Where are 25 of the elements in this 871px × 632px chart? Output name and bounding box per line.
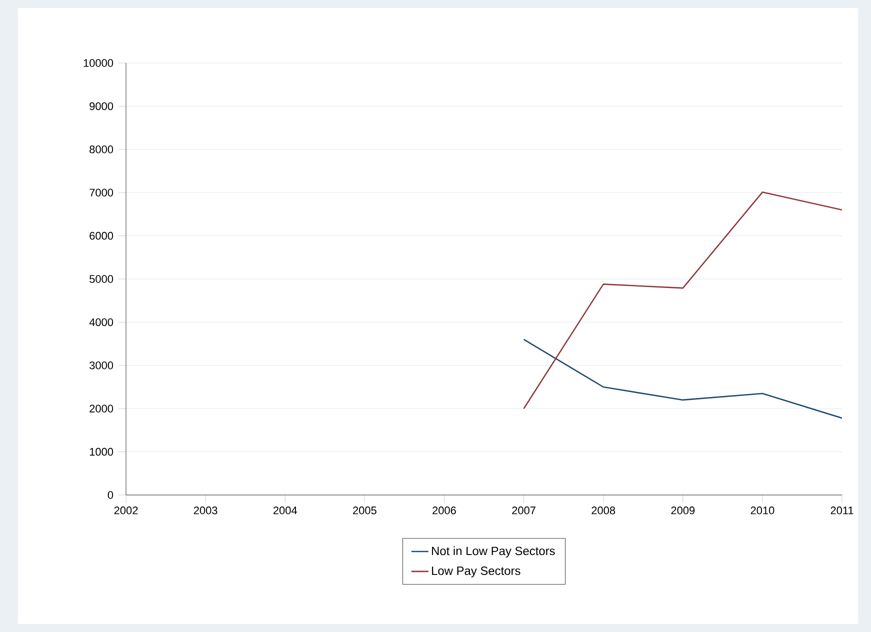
x-tick-label: 2005	[353, 506, 376, 514]
legend-label: Not in Low Pay Sectors	[432, 546, 555, 558]
line-series	[523, 338, 842, 419]
y-tick-label: 1000	[90, 448, 114, 456]
x-tick-label: 2008	[592, 506, 616, 514]
x-tick-label: 2009	[671, 506, 695, 514]
y-tick-label: 4000	[89, 318, 114, 326]
x-tick-label: 2004	[273, 506, 297, 514]
x-tick-label: 2003	[194, 506, 218, 514]
x-tick-label: 2007	[512, 506, 536, 514]
line-series	[523, 192, 842, 410]
x-tick-label: 2010	[750, 506, 774, 514]
y-tick-label: 0	[108, 491, 114, 499]
y-tick-label: 6000	[90, 232, 114, 240]
x-tick-label: 2011	[830, 506, 854, 514]
legend-label: Low Pay Sectors	[432, 566, 520, 578]
x-tick-label: 2006	[432, 506, 456, 514]
y-tick-label: 8000	[90, 146, 114, 154]
x-tick-label: 2002	[114, 506, 138, 514]
y-tick-label: 5000	[90, 275, 114, 283]
y-tick-label: 7000	[90, 188, 114, 196]
y-tick-label: 3000	[90, 362, 114, 370]
y-tick-label: 9000	[90, 102, 114, 110]
y-tick-label: 2000	[90, 404, 114, 412]
y-tick-label: 10000	[84, 59, 114, 67]
